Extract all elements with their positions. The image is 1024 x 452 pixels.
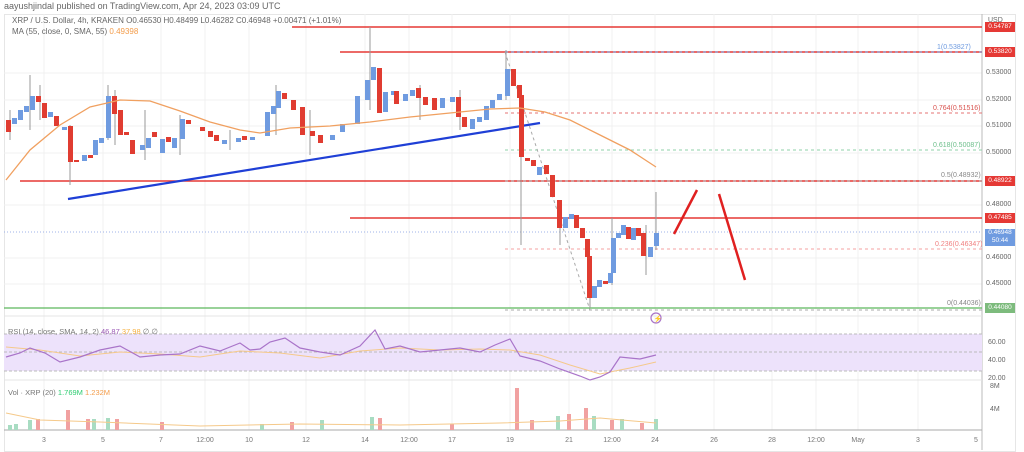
x-tick: May [851,437,865,444]
price-tick: 0.52000 [986,96,1012,103]
x-tick: 28 [768,437,776,444]
volume-tick: 4M [990,406,1000,413]
x-tick: 26 [710,437,718,444]
rsi-label: RSI (14, close, SMA, 14, 2) [8,327,99,336]
current-price: 0.46948 [988,229,1012,236]
x-tick: 12:00 [400,437,418,444]
x-tick: 5 [101,437,105,444]
rsi-tick: 20.00 [988,375,1006,382]
symbol-legend: XRP / U.S. Dollar, 4h, KRAKEN O0.46530 H… [12,16,342,25]
x-tick: 3 [916,437,920,444]
x-tick: 24 [651,437,659,444]
volume-legend: Vol · XRP (20) 1.769M 1.232M [8,388,110,397]
fib-label-05: 0.5(0.48932) [941,172,981,179]
fib-label-0618: 0.618(0.50087) [933,142,981,149]
x-tick: 10 [245,437,253,444]
price-tick: 0.53000 [986,69,1012,76]
x-tick: 17 [448,437,456,444]
bar-countdown: 50:44 [991,237,1009,244]
fib-label-1: 1(0.53827) [937,44,971,51]
price-tag-level: 0.47485 [985,213,1015,223]
rsi-legend: RSI (14, close, SMA, 14, 2) 46.87 37.98 … [8,327,158,336]
ma-value: 0.49398 [109,27,139,36]
currency-label: USD [988,17,1003,24]
price-tick: 0.45000 [986,280,1012,287]
price-tag-resistance-high: 0.54787 [985,22,1015,32]
price-tag-level: 0.48922 [985,176,1015,186]
x-tick: 19 [506,437,514,444]
rsi-tick: 40.00 [988,357,1006,364]
price-tick: 0.50000 [986,149,1012,156]
volume-tick: 8M [990,383,1000,390]
rsi-value: 46.87 [100,327,120,336]
fib-label-0: 0(0.44036) [947,300,981,307]
rsi-tick: 60.00 [988,339,1006,346]
rsi-extra: ∅ ∅ [142,327,158,336]
x-tick: 5 [974,437,978,444]
svg-text:⚡: ⚡ [654,314,663,323]
volume-sma-value: 1.232M [85,388,111,397]
x-tick: 12:00 [603,437,621,444]
volume-value: 1.769M [57,388,83,397]
fib-label-0236: 0.236(0.46347) [935,241,983,248]
x-tick: 21 [565,437,573,444]
x-tick: 7 [159,437,163,444]
fib-label-0764: 0.764(0.51516) [933,105,981,112]
publisher-credit: aayushjindal published on TradingView.co… [4,1,281,11]
price-tag-current: 0.46948 50:44 [985,229,1015,246]
x-tick: 12:00 [807,437,825,444]
x-tick: 12 [302,437,310,444]
ma-label: MA (55, close, 0, SMA, 55) [12,27,108,36]
price-tag-resistance: 0.53820 [985,47,1015,57]
price-tick: 0.51000 [986,122,1012,129]
price-tick: 0.46000 [986,254,1012,261]
x-tick: 12:00 [196,437,214,444]
x-tick: 14 [361,437,369,444]
ma-legend: MA (55, close, 0, SMA, 55) 0.49398 [12,27,138,36]
price-tick: 0.48000 [986,201,1012,208]
price-tag-support: 0.44080 [985,303,1015,313]
volume-label: Vol · XRP (20) [8,388,56,397]
x-tick: 3 [42,437,46,444]
rsi-sma-value: 37.98 [121,327,141,336]
